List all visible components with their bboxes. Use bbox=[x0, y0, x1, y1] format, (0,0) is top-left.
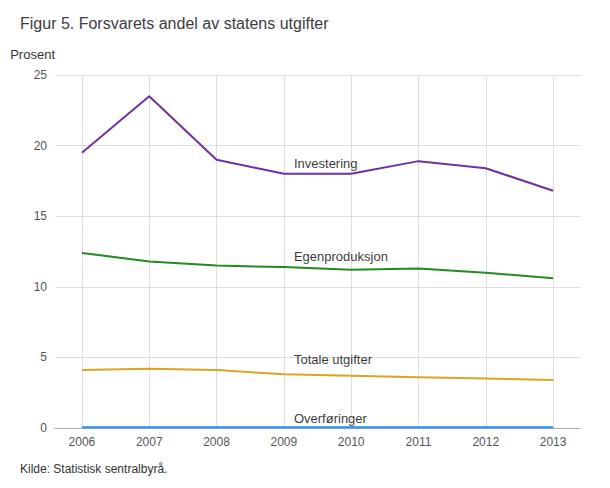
svg-text:Investering: Investering bbox=[294, 156, 358, 171]
svg-text:2008: 2008 bbox=[203, 435, 230, 449]
svg-text:2010: 2010 bbox=[338, 435, 365, 449]
svg-text:0: 0 bbox=[40, 421, 47, 435]
svg-text:15: 15 bbox=[34, 209, 48, 223]
svg-text:20: 20 bbox=[34, 139, 48, 153]
svg-text:Prosent: Prosent bbox=[10, 47, 55, 62]
svg-text:Kilde: Statistisk sentralbyrå.: Kilde: Statistisk sentralbyrå. bbox=[20, 462, 167, 476]
svg-text:2006: 2006 bbox=[69, 435, 96, 449]
svg-text:Totale utgifter: Totale utgifter bbox=[294, 352, 373, 367]
svg-text:Overføringer: Overføringer bbox=[294, 411, 368, 426]
svg-text:2012: 2012 bbox=[472, 435, 499, 449]
svg-text:25: 25 bbox=[34, 68, 48, 82]
svg-text:2013: 2013 bbox=[540, 435, 567, 449]
svg-text:5: 5 bbox=[40, 350, 47, 364]
svg-text:Figur 5. Forsvarets andel av s: Figur 5. Forsvarets andel av statens utg… bbox=[20, 15, 329, 32]
svg-text:Egenproduksjon: Egenproduksjon bbox=[294, 249, 388, 264]
svg-text:2009: 2009 bbox=[270, 435, 297, 449]
svg-text:2007: 2007 bbox=[136, 435, 163, 449]
svg-text:2011: 2011 bbox=[406, 435, 432, 449]
svg-text:10: 10 bbox=[34, 280, 48, 294]
